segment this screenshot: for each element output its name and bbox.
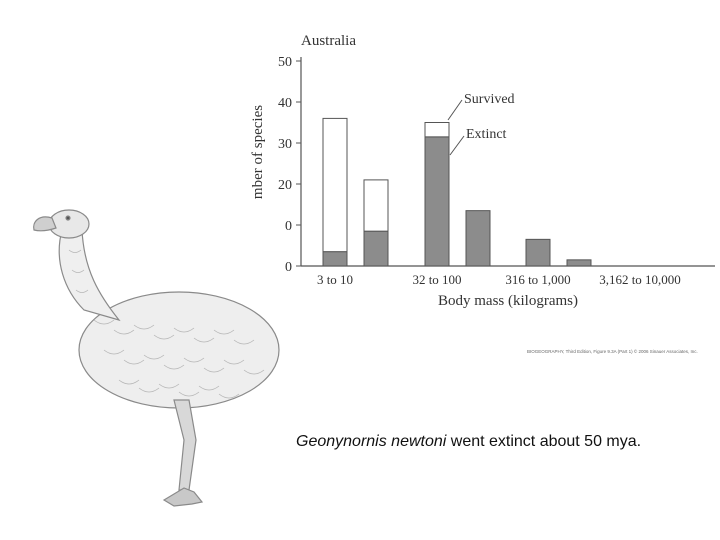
bar-survived	[424, 122, 450, 138]
bar-survived	[363, 179, 389, 232]
bar-extinct	[363, 230, 389, 267]
bar-survived	[322, 117, 348, 253]
y-tick-label: 0	[285, 260, 292, 275]
bar-extinct	[424, 136, 450, 267]
x-tick-label: 3 to 10	[317, 272, 353, 287]
callout-extinct: Extinct	[466, 127, 507, 142]
bar-extinct	[465, 210, 491, 267]
bird-illustration-icon	[33, 209, 280, 507]
caption-text: went extinct about 50 mya.	[446, 433, 642, 450]
y-tick-label: 40	[278, 96, 292, 111]
axes	[300, 57, 715, 267]
callout-survived: Survived	[464, 92, 515, 107]
bars	[322, 117, 592, 267]
x-tick-label: 32 to 100	[412, 272, 461, 287]
y-ticks: 0 0 20 30 40 50	[278, 55, 301, 275]
callouts: Survived Extinct	[447, 92, 515, 156]
y-tick-label: 20	[278, 178, 292, 193]
chart-title: Australia	[301, 33, 356, 49]
bar-extinct	[322, 251, 348, 267]
species-name: Geonynornis newtoni	[296, 433, 447, 450]
callout-line-extinct	[449, 135, 465, 156]
y-tick-label: 30	[278, 137, 292, 152]
x-ticks: 3 to 10 32 to 100 316 to 1,000 3,162 to 10,…	[317, 272, 681, 287]
x-axis-label: Body mass (kilograms)	[438, 293, 578, 309]
callout-line-survived	[447, 99, 463, 121]
figure-credit: BIOGEOGRAPHY, Third Edition, Figure 9.3A…	[527, 349, 698, 354]
caption: Geonynornis newtoni went extinct about 5…	[296, 430, 676, 454]
x-tick-label: 316 to 1,000	[505, 272, 570, 287]
x-tick-label: 3,162 to 10,000	[599, 272, 681, 287]
bar-extinct	[566, 259, 592, 267]
bar-extinct	[525, 238, 551, 267]
y-axis-label: mber of species	[250, 105, 266, 199]
y-tick-label: 50	[278, 55, 292, 70]
y-tick-label: 0	[285, 219, 292, 234]
